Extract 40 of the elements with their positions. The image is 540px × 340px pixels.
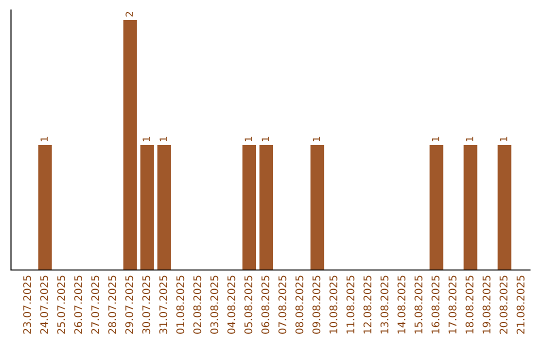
x-tick-label: 20.08.2025 — [500, 276, 508, 334]
data-label: 2 — [126, 12, 133, 17]
x-tick-label: 31.07.2025 — [159, 276, 168, 334]
x-tick-label: 13.08.2025 — [380, 276, 388, 334]
x-tick-label: 26.07.2025 — [74, 276, 82, 334]
x-tick-label: 06.08.2025 — [261, 276, 270, 334]
data-label: 1 — [500, 136, 508, 142]
x-tick-label: 12.08.2025 — [363, 276, 372, 334]
x-tick-label: 05.08.2025 — [244, 276, 252, 334]
x-tick-label: 11.08.2025 — [346, 276, 354, 334]
x-tick-label: 27.07.2025 — [91, 276, 100, 334]
x-tick-label: 01.08.2025 — [176, 276, 184, 334]
x-tick-label: 25.07.2025 — [57, 276, 66, 334]
x-tick-label: 19.08.2025 — [482, 276, 490, 334]
data-label: 1 — [244, 136, 252, 142]
x-tick-label: 29.07.2025 — [125, 276, 134, 334]
x-tick-label: 07.08.2025 — [278, 276, 286, 334]
x-tick-label: 16.08.2025 — [432, 276, 440, 334]
data-label: 1 — [466, 136, 474, 142]
data-label: 1 — [40, 136, 48, 142]
x-tick-label: 03.08.2025 — [210, 276, 218, 334]
data-label: 1 — [160, 136, 167, 142]
data-label: 1 — [142, 136, 150, 142]
x-tick-label: 14.08.2025 — [398, 276, 406, 334]
x-tick-label: 24.07.2025 — [40, 276, 48, 334]
data-label: 1 — [262, 136, 269, 142]
x-tick-label: 17.08.2025 — [448, 276, 456, 334]
x-tick-label: 02.08.2025 — [193, 276, 202, 334]
data-label: 1 — [312, 136, 320, 142]
x-tick-label: 08.08.2025 — [295, 276, 304, 334]
x-tick-label: 15.08.2025 — [414, 276, 422, 334]
x-tick-label: 09.08.2025 — [312, 276, 320, 334]
data-label: 1 — [432, 136, 440, 142]
x-tick-label: 28.07.2025 — [108, 276, 116, 334]
x-tick-label: 23.07.2025 — [23, 276, 32, 334]
x-tick-label: 04.08.2025 — [227, 276, 236, 334]
x-tick-label: 21.08.2025 — [516, 276, 525, 334]
x-tick-label: 18.08.2025 — [466, 276, 474, 334]
x-tick-label: 30.07.2025 — [142, 276, 150, 334]
x-tick-label: 10.08.2025 — [329, 276, 338, 334]
